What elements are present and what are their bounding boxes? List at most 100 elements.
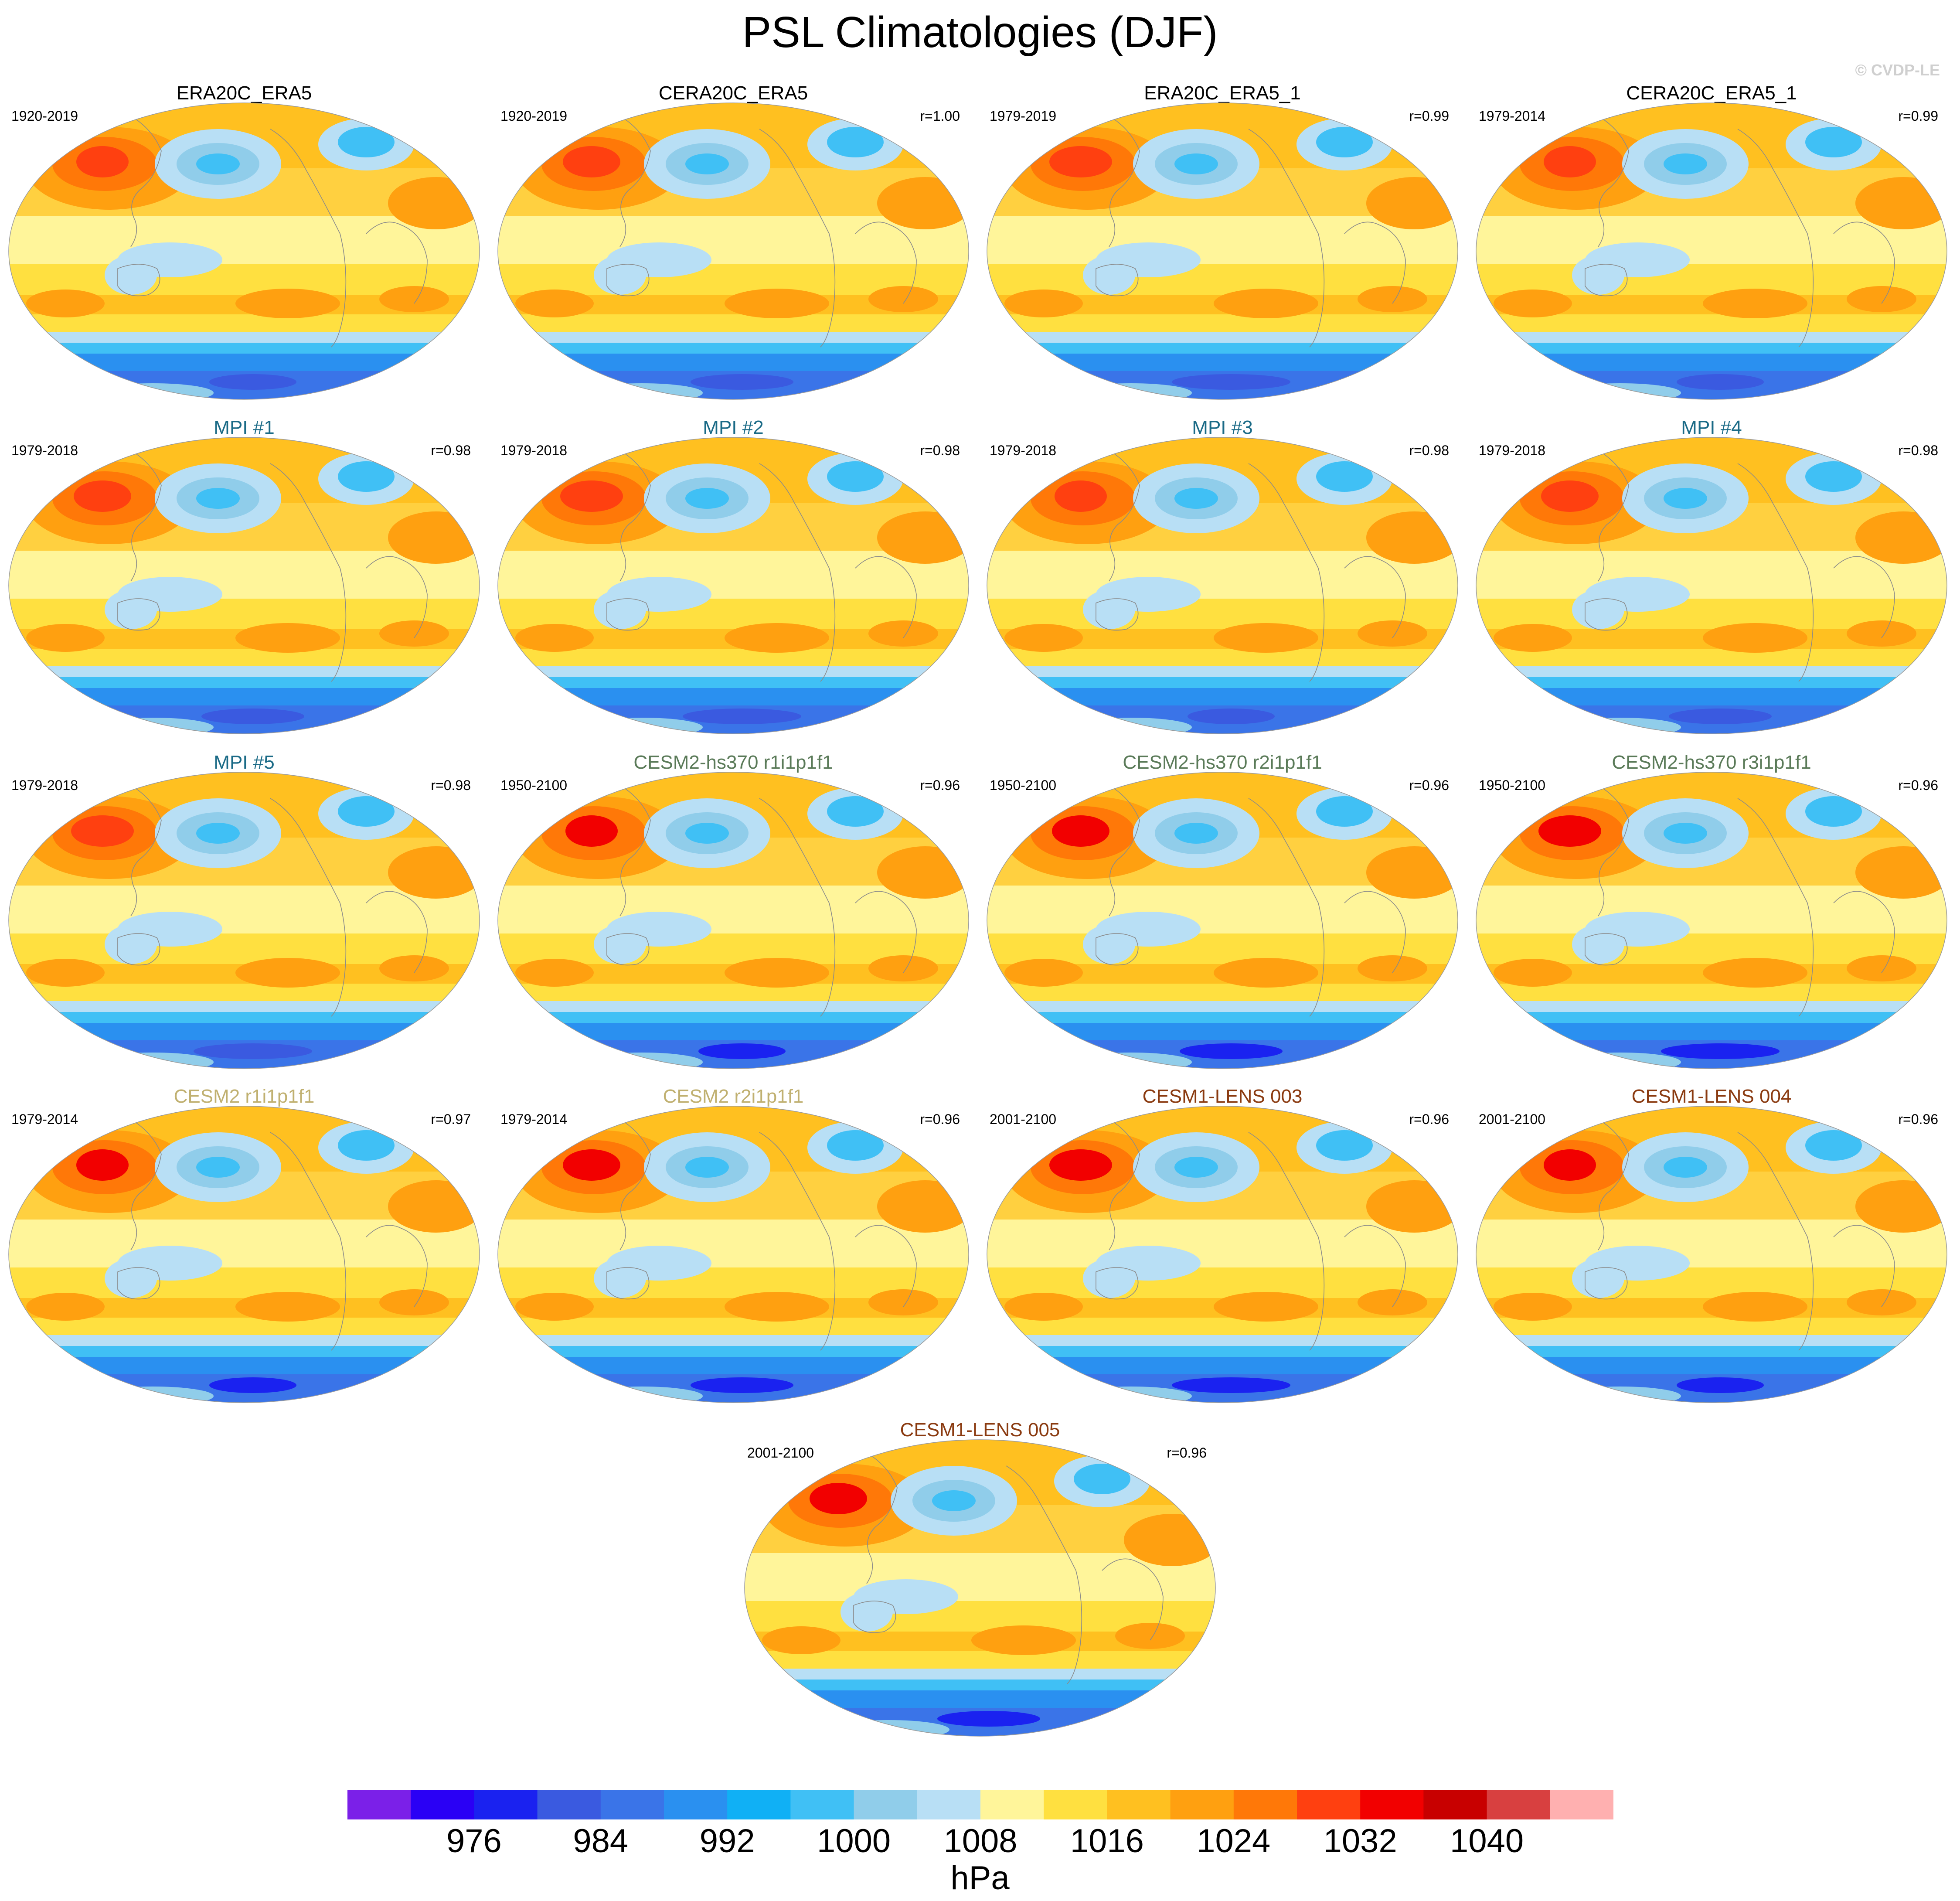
pressure-band — [498, 666, 969, 677]
siberian-high-peak — [565, 815, 618, 847]
map-panel: CERA20C_ERA5_1 1979-2014 r=0.99 — [1472, 82, 1951, 405]
psl-map — [1476, 437, 1947, 734]
southern-high — [1494, 1293, 1572, 1321]
southern-high — [1214, 289, 1318, 318]
pressure-band — [498, 984, 969, 1001]
map-panel: CERA20C_ERA5 1920-2019 r=1.00 — [493, 82, 973, 405]
pressure-band — [987, 1001, 1458, 1012]
pressure-band — [987, 551, 1458, 599]
colorbar-label: 1040 — [1450, 1823, 1524, 1860]
psl-map — [1476, 1106, 1947, 1403]
southern-high — [1214, 1292, 1318, 1322]
psl-map — [987, 102, 1458, 400]
pressure-band — [498, 354, 969, 371]
antarctic-high — [92, 1387, 214, 1403]
coastline — [366, 556, 428, 638]
map-border — [744, 1439, 1216, 1737]
pressure-band — [987, 1318, 1458, 1335]
pressure-band — [498, 216, 969, 264]
psl-map — [497, 437, 969, 734]
map-field — [9, 103, 480, 399]
coastline — [759, 129, 836, 347]
map-border — [8, 437, 480, 734]
australia-low — [1572, 925, 1624, 964]
southern-high — [971, 1625, 1076, 1655]
icelandic-low-core — [1316, 1130, 1373, 1161]
map-border — [8, 1106, 480, 1403]
pressure-band — [1476, 216, 1947, 264]
pressure-band — [9, 649, 480, 666]
panel-years: 1979-2014 — [11, 1111, 78, 1127]
pressure-band — [498, 1357, 969, 1374]
coastline — [1833, 891, 1895, 973]
panel-correlation: r=0.98 — [1898, 443, 1938, 458]
panel-years: 1950-2100 — [1479, 777, 1546, 793]
southern-high — [26, 290, 105, 317]
map-border — [497, 102, 969, 400]
panel-years: 2001-2100 — [990, 1111, 1057, 1127]
pressure-band — [987, 649, 1458, 666]
australia-low — [594, 925, 646, 964]
pressure-band — [987, 677, 1458, 688]
antarctic-high — [1559, 718, 1681, 734]
map-field — [987, 772, 1458, 1069]
panel-correlation: r=1.00 — [920, 108, 960, 124]
southern-low — [1677, 1377, 1764, 1393]
pressure-band — [498, 1335, 969, 1346]
pressure-band — [498, 343, 969, 354]
pressure-band — [498, 1318, 969, 1335]
southern-high — [1214, 958, 1318, 988]
map-panel: ERA20C_ERA5_1 1979-2019 r=0.99 — [983, 82, 1462, 405]
aleutian-low-core — [1174, 823, 1218, 844]
map-panel: MPI #3 1979-2018 r=0.98 — [983, 416, 1462, 739]
map-border — [987, 772, 1458, 1069]
icelandic-low-core — [338, 1130, 395, 1161]
pressure-band — [9, 216, 480, 264]
pressure-band — [1476, 1023, 1947, 1040]
map-border — [8, 102, 480, 400]
psl-map — [1476, 102, 1947, 400]
coastline — [1737, 463, 1814, 682]
coastline — [1737, 798, 1814, 1017]
southern-high — [379, 620, 449, 647]
pressure-band — [9, 1318, 480, 1335]
coastline — [855, 556, 917, 638]
map-border — [987, 437, 1458, 734]
icelandic-low-core — [1316, 461, 1373, 492]
southern-low — [937, 1711, 1040, 1727]
aleutian-low-core — [196, 153, 240, 174]
panel-years: 1979-2018 — [11, 443, 78, 458]
colorbar-label: 1016 — [1070, 1823, 1144, 1860]
pressure-band — [9, 1357, 480, 1374]
map-panel: CESM2-hs370 r3i1p1f1 1950-2100 r=0.96 — [1472, 751, 1951, 1074]
southern-high — [725, 1292, 829, 1322]
southern-low — [209, 374, 296, 390]
pressure-band — [9, 332, 480, 343]
coastline — [117, 264, 160, 296]
icelandic-low-core — [1316, 127, 1373, 157]
southern-high — [868, 955, 938, 981]
siberian-high-peak — [1544, 1149, 1596, 1181]
coastline — [759, 1132, 836, 1351]
pressure-band — [987, 1012, 1458, 1023]
pressure-band — [987, 1023, 1458, 1040]
southern-high — [1358, 620, 1427, 647]
coastline — [366, 1225, 428, 1307]
pressure-band — [498, 886, 969, 933]
australia-low — [594, 590, 646, 629]
colorbar-swatch — [727, 1790, 791, 1819]
panel-correlation: r=0.96 — [1167, 1445, 1207, 1461]
southern-high — [1494, 624, 1572, 652]
pressure-band — [498, 1001, 969, 1012]
psl-map — [497, 772, 969, 1069]
southern-high — [235, 1292, 340, 1322]
southern-low — [1180, 1043, 1283, 1059]
pressure-band — [1476, 343, 1947, 354]
panel-title: ERA20C_ERA5 — [176, 82, 312, 104]
panel-title: CESM2 r2i1p1f1 — [663, 1086, 804, 1107]
coastline — [117, 1267, 160, 1300]
coastline — [759, 463, 836, 682]
pressure-band — [745, 1651, 1215, 1669]
pressure-band — [987, 984, 1458, 1001]
pressure-band — [9, 688, 480, 705]
